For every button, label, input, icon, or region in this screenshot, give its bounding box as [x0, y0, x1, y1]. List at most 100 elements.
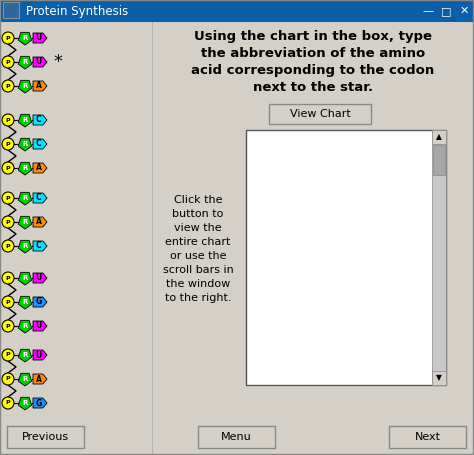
- FancyBboxPatch shape: [432, 371, 446, 385]
- Text: UAC UAU: UAC UAU: [286, 334, 324, 343]
- Text: CAC CAU: CAC CAU: [286, 135, 324, 143]
- Circle shape: [2, 114, 14, 126]
- Polygon shape: [18, 273, 32, 285]
- Circle shape: [2, 216, 14, 228]
- Text: CCA CCC CCG CCU: CCA CCC CCG CCU: [286, 165, 366, 174]
- Text: P: P: [6, 353, 10, 358]
- Circle shape: [2, 296, 14, 308]
- Polygon shape: [18, 81, 32, 93]
- FancyBboxPatch shape: [7, 426, 84, 448]
- Text: R: R: [22, 117, 27, 123]
- Text: C: C: [36, 116, 41, 125]
- FancyBboxPatch shape: [198, 426, 275, 448]
- Polygon shape: [33, 321, 47, 331]
- Text: SER:: SER:: [250, 318, 272, 327]
- Text: Next: Next: [414, 432, 440, 442]
- Text: G: G: [36, 399, 42, 408]
- Text: PRO:: PRO:: [250, 165, 272, 174]
- Polygon shape: [18, 32, 32, 45]
- FancyBboxPatch shape: [0, 0, 474, 22]
- Text: U: U: [36, 34, 42, 42]
- Text: □: □: [441, 6, 451, 16]
- Text: —: —: [422, 6, 434, 16]
- Text: C: C: [36, 140, 41, 148]
- Circle shape: [2, 349, 14, 361]
- Polygon shape: [33, 115, 47, 125]
- Circle shape: [2, 320, 14, 332]
- Text: Protein Synthesis: Protein Synthesis: [26, 5, 128, 17]
- Polygon shape: [18, 162, 32, 175]
- Circle shape: [2, 240, 14, 252]
- Text: VAL:: VAL:: [250, 242, 272, 251]
- Text: R: R: [22, 83, 27, 89]
- Text: U: U: [36, 322, 42, 330]
- Text: C: C: [36, 242, 41, 251]
- Text: P: P: [6, 376, 10, 381]
- Text: C: C: [36, 193, 41, 202]
- Text: R: R: [22, 165, 27, 171]
- Circle shape: [2, 397, 14, 409]
- Polygon shape: [18, 296, 32, 309]
- Polygon shape: [33, 163, 47, 173]
- Text: P: P: [6, 299, 10, 304]
- Text: U: U: [36, 273, 42, 283]
- Text: UGC UGU: UGC UGU: [286, 257, 324, 266]
- Text: acid corresponding to the codon: acid corresponding to the codon: [191, 64, 435, 77]
- Text: P: P: [6, 142, 10, 147]
- Text: P: P: [6, 400, 10, 405]
- Text: ▼: ▼: [436, 374, 442, 383]
- Text: P: P: [6, 60, 10, 65]
- Text: GLU:: GLU:: [250, 211, 272, 220]
- Circle shape: [2, 192, 14, 204]
- Polygon shape: [18, 320, 32, 333]
- Text: to the right.: to the right.: [165, 293, 231, 303]
- Polygon shape: [33, 350, 47, 360]
- Text: next to the star.: next to the star.: [253, 81, 373, 94]
- Text: ✕: ✕: [459, 6, 469, 16]
- Text: P: P: [6, 166, 10, 171]
- Text: R: R: [22, 141, 27, 147]
- Text: *: *: [53, 53, 62, 71]
- Text: P: P: [6, 219, 10, 224]
- Circle shape: [2, 80, 14, 92]
- Text: A: A: [36, 374, 42, 384]
- Text: View Chart: View Chart: [290, 109, 350, 119]
- Text: TRP:: TRP:: [250, 349, 272, 358]
- Text: UAA UAG UGA: UAA UAG UGA: [286, 288, 345, 297]
- FancyBboxPatch shape: [3, 2, 19, 18]
- Text: ASP:: ASP:: [250, 196, 272, 205]
- Circle shape: [2, 162, 14, 174]
- Circle shape: [2, 373, 14, 385]
- Text: R: R: [22, 219, 27, 225]
- Text: button to: button to: [173, 209, 224, 219]
- Text: P: P: [6, 275, 10, 280]
- Text: P: P: [6, 243, 10, 248]
- FancyBboxPatch shape: [269, 104, 371, 124]
- Polygon shape: [33, 139, 47, 149]
- Text: Using the chart in the box, type: Using the chart in the box, type: [194, 30, 432, 43]
- Polygon shape: [18, 349, 32, 362]
- Text: GUA GUC GUG GUU: GUA GUC GUG GUU: [286, 242, 366, 251]
- Text: HIS:: HIS:: [250, 135, 272, 143]
- Polygon shape: [18, 114, 32, 127]
- Polygon shape: [33, 193, 47, 203]
- Text: P: P: [6, 84, 10, 89]
- Text: R: R: [22, 376, 27, 382]
- Text: TYR:: TYR:: [250, 334, 272, 343]
- Text: P: P: [6, 196, 10, 201]
- Text: Stop:: Stop:: [250, 288, 277, 297]
- Text: R: R: [22, 275, 27, 281]
- Polygon shape: [18, 138, 32, 151]
- Polygon shape: [33, 297, 47, 307]
- Text: R: R: [22, 323, 27, 329]
- Polygon shape: [33, 81, 47, 91]
- Polygon shape: [33, 241, 47, 251]
- Text: U: U: [36, 57, 42, 66]
- Text: ▲: ▲: [436, 132, 442, 142]
- Text: scroll bars in: scroll bars in: [163, 265, 233, 275]
- FancyBboxPatch shape: [433, 145, 445, 175]
- Text: GLY:: GLY:: [250, 226, 272, 235]
- Text: U: U: [36, 350, 42, 359]
- Polygon shape: [18, 56, 32, 69]
- Text: A: A: [36, 163, 42, 172]
